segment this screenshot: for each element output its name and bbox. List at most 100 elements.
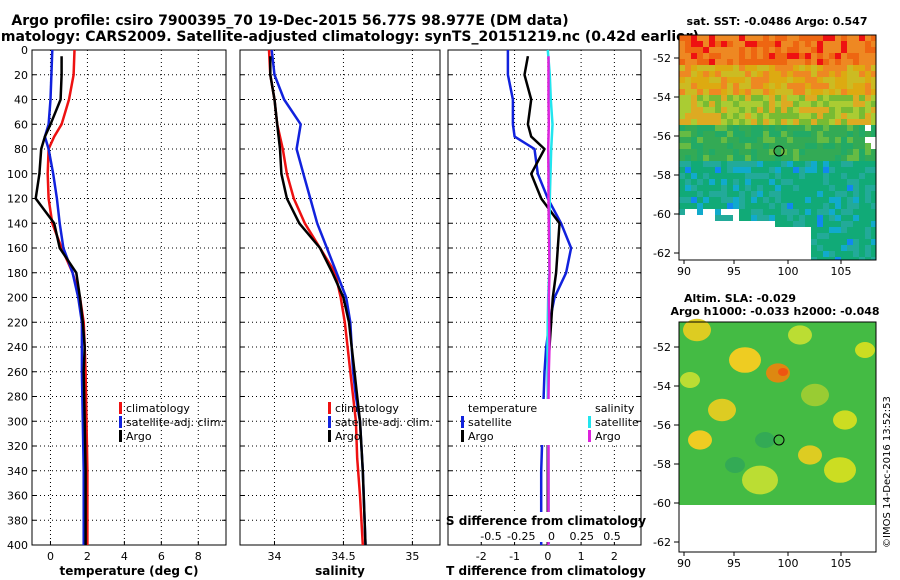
sst-pixel (871, 173, 876, 179)
sst-pixel (835, 119, 841, 125)
sst-pixel (823, 83, 829, 89)
sst-pixel (775, 71, 781, 77)
sst-pixel (865, 131, 871, 137)
sst-pixel (763, 209, 769, 215)
sst-pixel (703, 155, 709, 161)
sst-pixel (835, 215, 841, 221)
sst-pixel (781, 203, 787, 209)
sst-pixel (829, 155, 835, 161)
temperature-xlabel: temperature (deg C) (60, 564, 199, 578)
sst-pixel (715, 65, 721, 71)
sst-pixel (739, 215, 745, 221)
sst-pixel (841, 83, 847, 89)
sst-pixel (811, 35, 817, 41)
sst-pixel (805, 41, 811, 47)
sst-pixel (709, 77, 715, 83)
series-line-temperature-satellite (506, 50, 573, 545)
sst-pixel (847, 185, 853, 191)
sst-pixel (703, 77, 709, 83)
sst-pixel (811, 149, 817, 155)
sst-pixel (757, 71, 763, 77)
sst-pixel (829, 161, 835, 167)
sst-pixel (859, 95, 865, 101)
sst-pixel (817, 179, 823, 185)
sst-pixel (775, 125, 781, 131)
sst-pixel (679, 179, 685, 185)
sst-pixel (685, 143, 691, 149)
sst-pixel (817, 137, 823, 143)
x-tick-label: 34 (267, 550, 281, 563)
sst-pixel (811, 83, 817, 89)
sst-pixel (835, 47, 841, 53)
sst-pixel (745, 131, 751, 137)
sst-pixel (751, 35, 757, 41)
sst-pixel (793, 89, 799, 95)
sst-pixel (703, 131, 709, 137)
sst-pixel (817, 191, 823, 197)
sst-pixel (679, 191, 685, 197)
sst-pixel (697, 65, 703, 71)
sst-pixel (769, 155, 775, 161)
sst-pixel (811, 173, 817, 179)
sst-pixel (727, 107, 733, 113)
sla-anomaly-blob (798, 445, 822, 465)
sst-pixel (859, 101, 865, 107)
sst-pixel (727, 149, 733, 155)
sst-pixel (751, 113, 757, 119)
sst-pixel (871, 191, 876, 197)
sst-pixel (715, 203, 721, 209)
sst-pixel (709, 53, 715, 59)
sst-pixel (679, 161, 685, 167)
difference-panel: -2 -1 0 1 2 T difference from climatology S … (446, 49, 646, 578)
sst-pixel (835, 77, 841, 83)
depth-axis: 0 20 40 60 80 100 120 140 160 180 200 220 240 260 280 3… (7, 44, 28, 552)
sst-pixel (781, 191, 787, 197)
sst-pixel (853, 179, 859, 185)
sst-pixel (817, 257, 823, 260)
sst-pixel (751, 149, 757, 155)
sst-pixel (733, 167, 739, 173)
sst-pixel (823, 119, 829, 125)
sst-pixel (871, 131, 876, 137)
sst-pixel (775, 47, 781, 53)
sst-pixel (787, 107, 793, 113)
sst-pixel (871, 215, 876, 221)
sst-pixel (871, 161, 876, 167)
sst-pixel (811, 77, 817, 83)
sst-pixel (757, 203, 763, 209)
legend-swatch-argo (119, 430, 122, 442)
sst-pixel (829, 113, 835, 119)
sst-pixel (787, 119, 793, 125)
sst-pixel (721, 155, 727, 161)
sst-pixel (853, 77, 859, 83)
sla-map-frame (678, 321, 877, 553)
sst-pixel (823, 53, 829, 59)
sst-pixel (757, 191, 763, 197)
sst-pixel (811, 245, 817, 251)
sst-pixel (787, 65, 793, 71)
sst-pixel (811, 209, 817, 215)
sst-pixel (697, 89, 703, 95)
sst-pixel (841, 167, 847, 173)
sst-pixel (709, 125, 715, 131)
sst-pixel (859, 53, 865, 59)
sst-pixel (811, 185, 817, 191)
sst-pixel (805, 65, 811, 71)
sst-pixel (733, 173, 739, 179)
sst-pixel (721, 197, 727, 203)
sst-pixel (787, 77, 793, 83)
sst-pixel (745, 185, 751, 191)
sst-pixel (823, 143, 829, 149)
sst-pixel (817, 53, 823, 59)
sst-pixel (757, 59, 763, 65)
sst-pixel (829, 53, 835, 59)
sst-pixel (787, 47, 793, 53)
sst-pixel (709, 113, 715, 119)
sst-pixel (691, 191, 697, 197)
sst-pixel (871, 47, 876, 53)
sst-pixel (715, 107, 721, 113)
sst-pixel (721, 149, 727, 155)
x-tick-label: -1 (509, 550, 520, 563)
sst-pixel (685, 155, 691, 161)
